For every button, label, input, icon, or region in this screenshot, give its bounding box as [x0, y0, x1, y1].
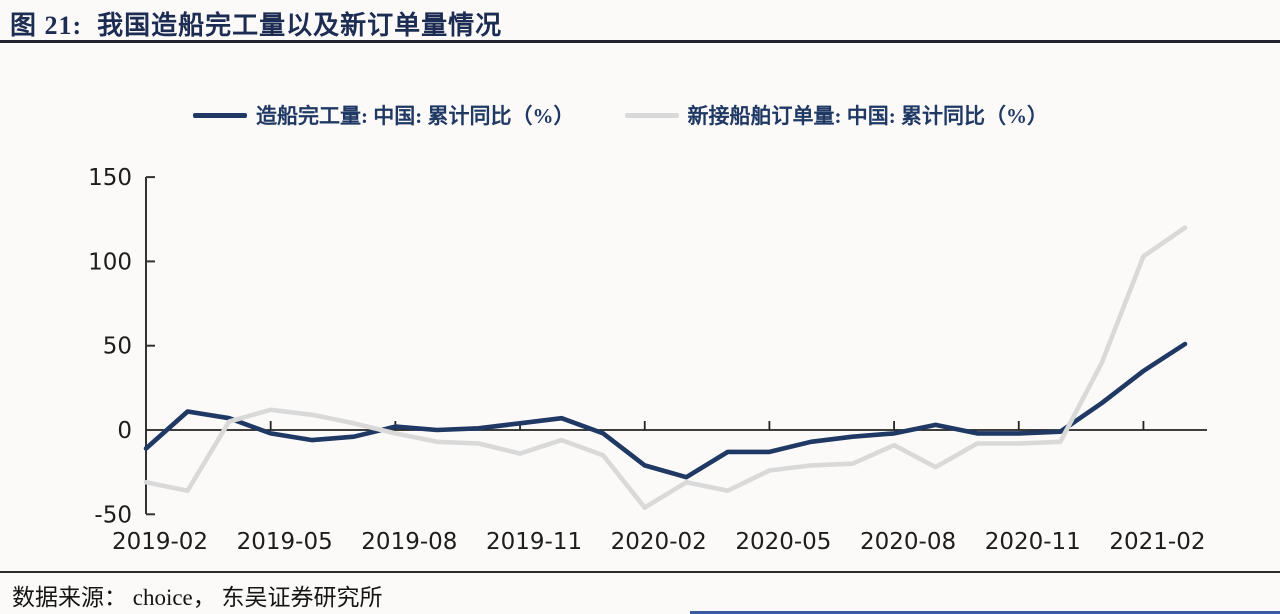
x-axis-label: 2021-02: [1109, 529, 1205, 555]
title-divider: [0, 40, 1280, 43]
figure-title: 图 21: 我国造船完工量以及新订单量情况: [10, 11, 503, 40]
chart-legend: 造船完工量: 中国: 累计同比（%） 新接船舶订单量: 中国: 累计同比（%）: [193, 100, 1048, 130]
footer-divider: [0, 571, 1280, 573]
y-axis-label: -50: [94, 502, 132, 528]
x-axis-label: 2019-11: [486, 529, 582, 555]
y-axis-label: 50: [103, 334, 132, 360]
x-axis-label: 2019-02: [112, 529, 208, 555]
y-axis-label: 150: [88, 165, 132, 191]
legend-item-completion: 造船完工量: 中国: 累计同比（%）: [193, 100, 575, 130]
legend-item-new-orders: 新接船舶订单量: 中国: 累计同比（%）: [624, 100, 1049, 130]
x-axis-label: 2020-05: [735, 529, 831, 555]
x-axis-label: 2019-08: [361, 529, 457, 555]
legend-label-new-orders: 新接船舶订单量: 中国: 累计同比（%）: [687, 104, 1049, 128]
x-axis-label: 2020-08: [860, 529, 956, 555]
x-axis-label: 2019-05: [237, 529, 333, 555]
y-axis-label: 0: [117, 418, 132, 444]
completion-line-swatch: [193, 112, 247, 118]
new-orders-series-line: [143, 225, 1188, 510]
new-orders-line-swatch: [624, 112, 679, 118]
completion-series-line: [143, 341, 1188, 480]
data-source-note: 数据来源： choice， 东吴证券研究所: [12, 585, 383, 610]
legend-label-completion: 造船完工量: 中国: 累计同比（%）: [256, 104, 575, 128]
x-axis-label: 2020-02: [611, 529, 707, 555]
x-axis-label: 2020-11: [985, 529, 1081, 555]
page-bottom-accent-bar: [690, 611, 1280, 614]
y-axis-label: 100: [88, 249, 132, 275]
